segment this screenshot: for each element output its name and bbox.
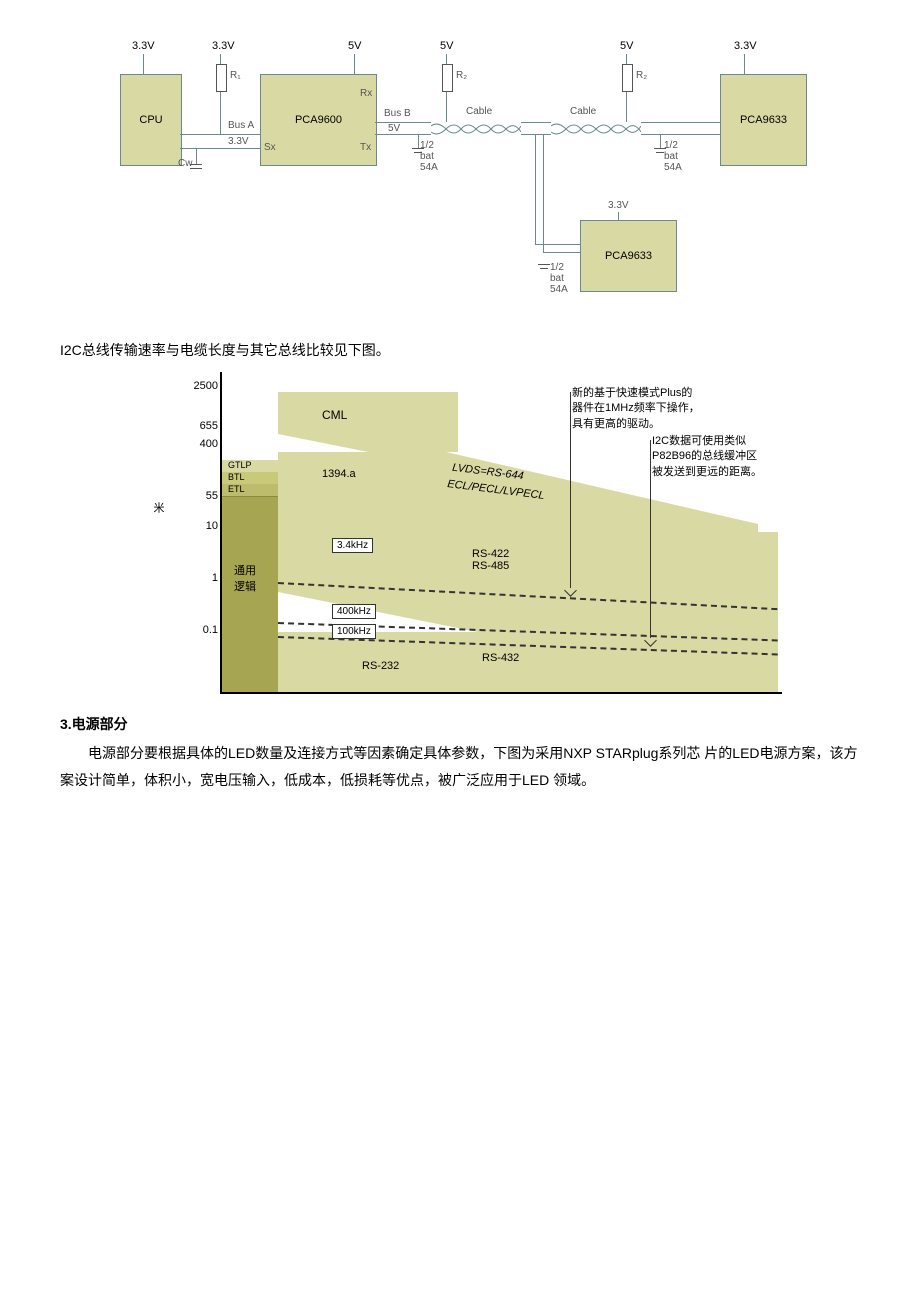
lowv-label: 3.3V: [608, 200, 629, 211]
chip-label: PCA9633: [605, 250, 652, 262]
etl-label: ETL: [228, 484, 245, 494]
generic-logic-label: 通用 逻辑: [234, 562, 256, 594]
ytick: 0.1: [180, 624, 218, 636]
bus-comparison-chart: 2500 655 400 55 10 1 0.1 米 GTLP BTL ETL …: [40, 372, 880, 694]
volt-label: 3.3V: [212, 40, 235, 52]
annot-p82b96: I2C数据可使用类似 P82B96的总线缓冲区 被发送到更远的距离。: [652, 434, 762, 480]
bus-a-label: Bus A: [228, 120, 254, 131]
rx-label: Rx: [360, 88, 372, 99]
rs432-label: RS-432: [482, 652, 519, 664]
1394-label: 1394.a: [322, 468, 356, 480]
caption-i2c-compare: I2C总线传输速率与电缆长度与其它总线比较见下图。: [60, 340, 880, 360]
resistor-label: R₁: [230, 70, 241, 81]
volt-label: 5V: [620, 40, 633, 52]
rs422-label: RS-422 RS-485: [472, 548, 509, 572]
cable-label: Cable: [570, 106, 596, 117]
section-3-para: 电源部分要根据具体的LED数量及连接方式等因素确定具体参数，下图为采用NXP S…: [60, 740, 860, 793]
chip-cpu: CPU: [120, 74, 182, 166]
d1-canvas: 3.3V 3.3V 5V 5V 5V 3.3V R₁ R₂ R₂ CPU PCA…: [120, 40, 820, 320]
tx-label: Tx: [360, 142, 371, 153]
ytick: 1: [180, 572, 218, 584]
volt-label: 5V: [348, 40, 361, 52]
cable-icon: [431, 122, 521, 134]
resistor-r1: [216, 64, 227, 92]
volt-label: 3.3V: [734, 40, 757, 52]
bus-a-v: 3.3V: [228, 136, 249, 147]
gtlp-label: GTLP: [228, 460, 252, 470]
bat-label: 1/2 bat 54A: [664, 140, 682, 173]
bus-b-label: Bus B: [384, 108, 411, 119]
rs232-band: [278, 632, 778, 692]
cable-icon: [551, 122, 641, 134]
resistor-r2b: [622, 64, 633, 92]
chip-pca9633b: PCA9633: [580, 220, 677, 292]
resistor-label: R₂: [636, 70, 647, 81]
ytick: 400: [180, 438, 218, 450]
chip-label: CPU: [139, 114, 162, 126]
chip-pca9633a: PCA9633: [720, 74, 807, 166]
ytick: 55: [180, 490, 218, 502]
resistor-r2a: [442, 64, 453, 92]
freq-box: 3.4kHz: [332, 538, 373, 553]
btl-label: BTL: [228, 472, 245, 482]
block-diagram: 3.3V 3.3V 5V 5V 5V 3.3V R₁ R₂ R₂ CPU PCA…: [40, 40, 880, 320]
freq-box: 100kHz: [332, 624, 376, 639]
bat-label: 1/2 bat 54A: [420, 140, 438, 173]
ytick: 655: [180, 420, 218, 432]
annot-fastmode: 新的基于快速模式Plus的 器件在1MHz频率下操作， 具有更高的驱动。: [572, 386, 700, 432]
chip-label: PCA9600: [295, 114, 342, 126]
ytick: 10: [180, 520, 218, 532]
cml-band: [278, 392, 458, 452]
d2-canvas: 2500 655 400 55 10 1 0.1 米 GTLP BTL ETL …: [220, 372, 782, 694]
y-axis-title: 米: [150, 502, 166, 519]
section-3-title: 3.电源部分: [60, 714, 880, 734]
chip-label: PCA9633: [740, 114, 787, 126]
resistor-label: R₂: [456, 70, 467, 81]
freq-box: 400kHz: [332, 604, 376, 619]
cable-label: Cable: [466, 106, 492, 117]
cml-label: CML: [322, 408, 347, 422]
rs232-label: RS-232: [362, 660, 399, 672]
volt-label: 3.3V: [132, 40, 155, 52]
bus-b-v: 5V: [388, 123, 400, 134]
sx-label: Sx: [264, 142, 276, 153]
volt-label: 5V: [440, 40, 453, 52]
bat-label: 1/2 bat 54A: [550, 262, 568, 295]
ytick: 2500: [180, 380, 218, 392]
